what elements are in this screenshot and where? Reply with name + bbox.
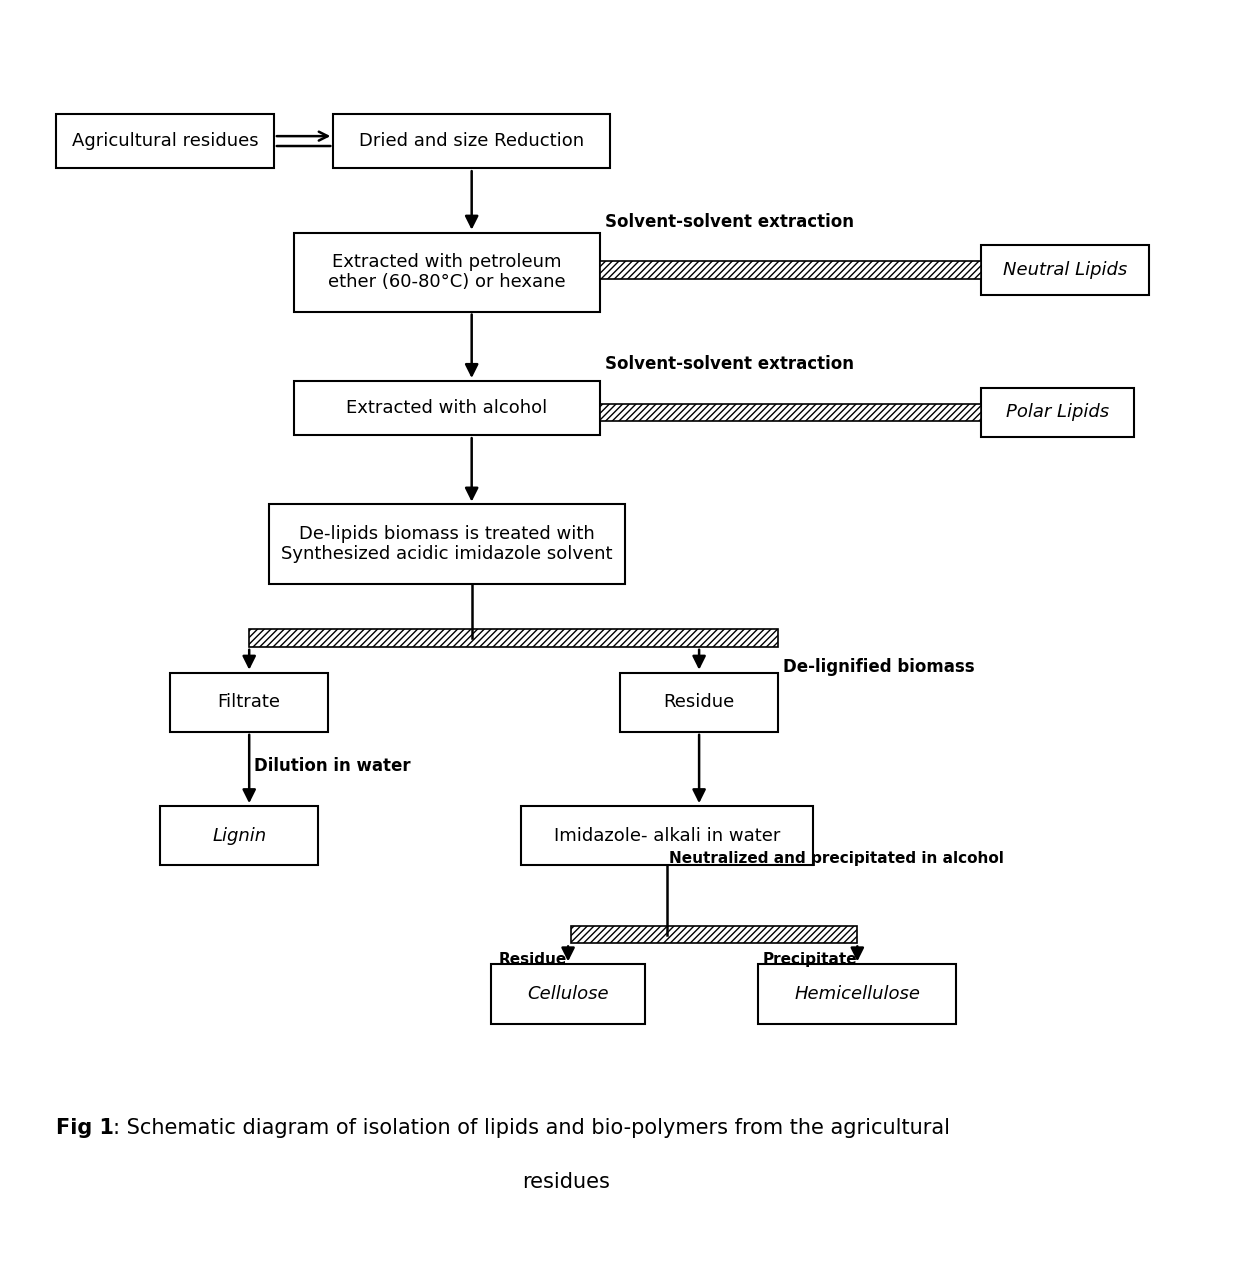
Text: Polar Lipids: Polar Lipids [1006, 404, 1109, 422]
Text: Neutral Lipids: Neutral Lipids [1003, 261, 1127, 279]
Bar [521, 806, 812, 866]
Text: Filtrate: Filtrate [218, 694, 280, 711]
Text: Solvent-solvent extraction: Solvent-solvent extraction [605, 354, 854, 373]
Bar [981, 246, 1149, 295]
Bar [491, 965, 645, 1024]
Text: Hemicellulose: Hemicellulose [795, 985, 920, 1003]
Text: De-lipids biomass is treated with
Synthesized acidic imidazole solvent: De-lipids biomass is treated with Synthe… [281, 524, 613, 563]
Text: Agricultural residues: Agricultural residues [72, 132, 258, 151]
Text: Lignin: Lignin [212, 827, 267, 844]
Bar [269, 504, 625, 584]
Bar [249, 629, 779, 647]
Text: Dried and size Reduction: Dried and size Reduction [360, 132, 584, 151]
Bar [600, 404, 981, 422]
Text: Solvent-solvent extraction: Solvent-solvent extraction [605, 213, 854, 230]
Bar [759, 965, 956, 1024]
Text: : Schematic diagram of isolation of lipids and bio-polymers from the agricultura: : Schematic diagram of isolation of lipi… [113, 1118, 950, 1138]
Text: Imidazole- alkali in water: Imidazole- alkali in water [554, 827, 780, 844]
Text: De-lignified biomass: De-lignified biomass [784, 658, 975, 676]
Bar [294, 381, 600, 436]
Text: Cellulose: Cellulose [527, 985, 609, 1003]
Bar [294, 233, 600, 311]
Text: Residue: Residue [498, 952, 567, 967]
Text: Neutralized and precipitated in alcohol: Neutralized and precipitated in alcohol [670, 851, 1004, 866]
Text: Extracted with petroleum
ether (60-80°C) or hexane: Extracted with petroleum ether (60-80°C)… [329, 253, 565, 291]
Bar [160, 806, 319, 866]
Text: Residue: Residue [663, 694, 735, 711]
Text: Dilution in water: Dilution in water [254, 757, 410, 775]
Text: residues: residues [522, 1172, 610, 1191]
Bar [170, 672, 329, 732]
Bar [620, 672, 779, 732]
Text: Precipitate: Precipitate [763, 952, 857, 967]
Bar [981, 387, 1135, 437]
Bar [600, 261, 981, 279]
Text: Fig 1: Fig 1 [56, 1118, 114, 1138]
Bar [334, 114, 610, 168]
Text: Extracted with alcohol: Extracted with alcohol [346, 399, 548, 417]
Bar [570, 925, 857, 943]
Bar [56, 114, 274, 168]
